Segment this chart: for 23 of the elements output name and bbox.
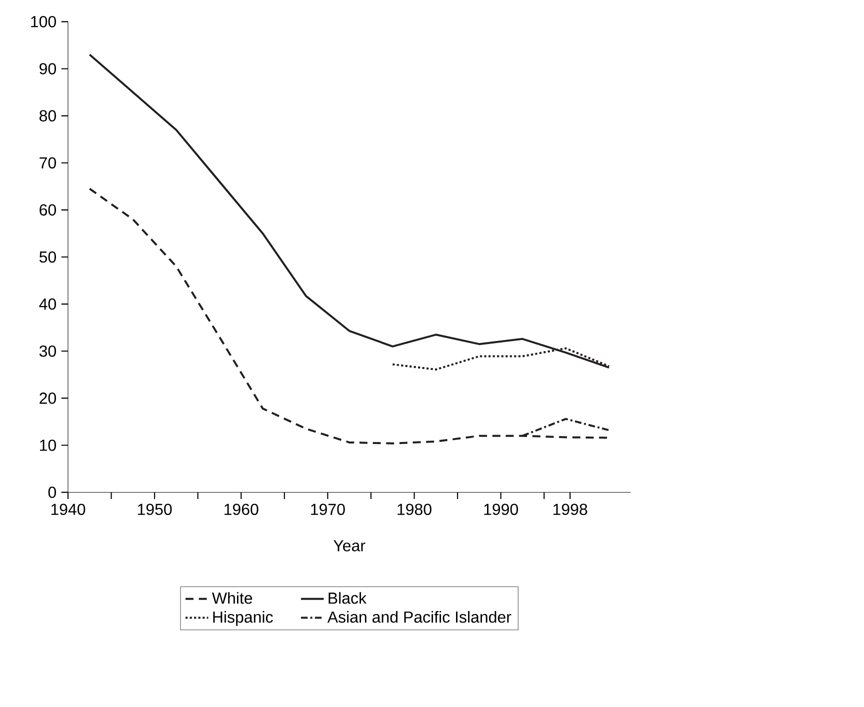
legend-label: Asian and Pacific Islander xyxy=(327,611,512,623)
y-tick-label: 40 xyxy=(39,298,56,310)
y-tick-label: 90 xyxy=(40,63,56,74)
y-tick-label: 50 xyxy=(39,251,56,263)
x-tick-label: 1950 xyxy=(138,504,172,516)
y-tick-label: 20 xyxy=(40,392,56,404)
x-tick-label: 1990 xyxy=(484,504,518,516)
x-tick-label: 1980 xyxy=(398,504,432,516)
y-tick-label: 0 xyxy=(48,486,56,498)
x-tick-label: 1940 xyxy=(51,504,86,516)
x-tick-label: 1970 xyxy=(311,504,345,516)
legend-label: White xyxy=(212,592,252,604)
x-tick-label: 1998 xyxy=(553,504,588,516)
legend-label: Hispanic xyxy=(213,611,273,626)
legend-label: Black xyxy=(328,592,367,604)
y-tick-label: 10 xyxy=(40,440,56,451)
x-tick-label: 1960 xyxy=(224,504,258,516)
y-tick-label: 100 xyxy=(31,16,56,28)
y-tick-label: 70 xyxy=(40,157,56,169)
y-tick-label: 60 xyxy=(40,204,56,216)
x-axis-title: Year xyxy=(334,540,366,552)
y-tick-label: 30 xyxy=(39,345,56,357)
y-tick-label: 80 xyxy=(40,110,56,122)
